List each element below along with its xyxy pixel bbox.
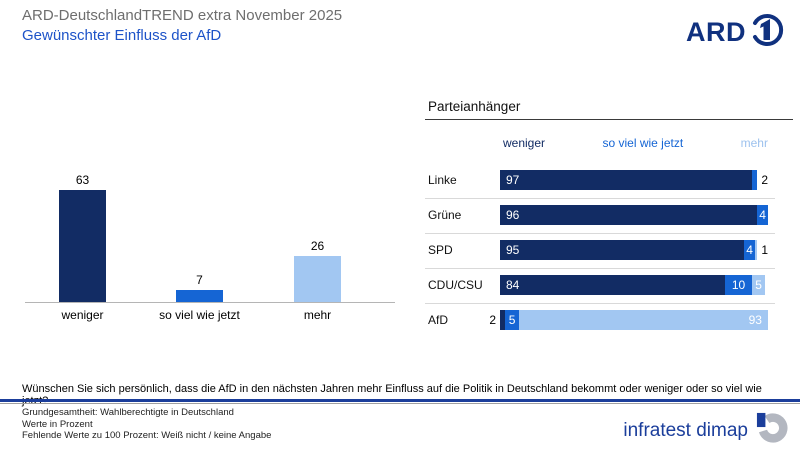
- column-header-so-viel-wie-jetzt: so viel wie jetzt: [602, 136, 684, 150]
- segment-weniger: [500, 310, 506, 330]
- segment-value-outside: 2: [489, 313, 496, 327]
- bottom-rule-blue: [0, 399, 800, 402]
- segment-weniger: 84: [500, 275, 726, 295]
- bar-value-label: 63: [75, 173, 90, 187]
- bar-mehr: [294, 256, 341, 302]
- party-row-SPD: SPD 95 4 1: [425, 240, 800, 260]
- party-label: SPD: [428, 243, 453, 257]
- total-bar-chart: 63 7 26: [25, 160, 395, 303]
- party-row-Linke: Linke 97 2: [425, 170, 800, 190]
- infratest-dimap-logo: infratest dimap: [623, 412, 788, 449]
- segment-weniger: 97: [500, 170, 753, 190]
- party-label: Linke: [428, 173, 457, 187]
- segment-value-outside: 2: [761, 173, 768, 187]
- segment-mehr: 93: [518, 310, 768, 330]
- bar-value-label: 7: [196, 273, 203, 287]
- footnotes: Grundgesamtheit: Wahlberechtigte in Deut…: [22, 407, 271, 442]
- bar-weniger: [59, 190, 106, 302]
- party-panel-column-headers: weniger so viel wie jetzt mehr: [500, 136, 768, 152]
- footnote-line: Grundgesamtheit: Wahlberechtigte in Deut…: [22, 407, 234, 418]
- ard-logo: ARD: [686, 10, 786, 55]
- segment-so_viel_wie_jetzt: 4: [757, 205, 768, 225]
- infratest-dimap-logo-text: infratest dimap: [623, 419, 748, 441]
- segment-so_viel_wie_jetzt: 4: [744, 240, 755, 260]
- party-label: Grüne: [428, 208, 462, 222]
- stacked-bar: 96 4: [500, 205, 768, 225]
- bar-category-label: so viel wie jetzt: [159, 308, 240, 322]
- infratest-dimap-icon: [756, 412, 788, 449]
- column-header-mehr: mehr: [740, 136, 768, 150]
- report-title: ARD-DeutschlandTREND extra November 2025: [22, 7, 343, 24]
- ard-logo-text: ARD: [686, 17, 746, 47]
- row-separator: [425, 232, 775, 234]
- party-stacked-bars: Linke 97 2 Grüne 96 4 SPD 95 4 1 CDU/CSU 84 10 5 AfD 2 5…: [425, 170, 800, 335]
- party-panel-title: Parteianhänger: [428, 99, 521, 114]
- party-row-CDU-CSU: CDU/CSU 84 10 5: [425, 275, 800, 295]
- party-label: AfD: [428, 313, 449, 327]
- chart-subtitle: Gewünschter Einfluss der AfD: [22, 27, 222, 44]
- bottom-rule-gray: [0, 403, 800, 404]
- stacked-bar: 95 4 1: [500, 240, 768, 260]
- stacked-bar: 84 10 5: [500, 275, 768, 295]
- segment-so_viel_wie_jetzt: 5: [505, 310, 519, 330]
- ard-one-circle-icon: [746, 10, 786, 55]
- segment-mehr: [754, 240, 758, 260]
- bar-value-label: 26: [310, 239, 325, 253]
- segment-so_viel_wie_jetzt: [752, 170, 758, 190]
- party-row-Gr-ne: Grüne 96 4: [425, 205, 800, 225]
- bar-category-label: mehr: [303, 308, 332, 322]
- bar-category-label: weniger: [61, 308, 104, 322]
- bar-so-viel-wie-jetzt: [176, 290, 223, 302]
- segment-mehr: 5: [751, 275, 766, 295]
- segment-weniger: 95: [500, 240, 745, 260]
- segment-weniger: 96: [500, 205, 758, 225]
- column-header-weniger: weniger: [503, 136, 546, 150]
- total-bar-chart-category-labels: weniger so viel wie jetzt mehr: [25, 308, 395, 324]
- stacked-bar: 2 5 93: [489, 310, 768, 330]
- segment-value-outside: 1: [761, 243, 768, 257]
- row-separator: [425, 302, 775, 304]
- segment-so_viel_wie_jetzt: 10: [725, 275, 752, 295]
- row-separator: [425, 197, 775, 199]
- footnote-line: Werte in Prozent: [22, 418, 93, 430]
- row-separator: [425, 267, 775, 269]
- party-row-AfD: AfD 2 5 93: [425, 310, 800, 330]
- stacked-bar: 97 2: [500, 170, 768, 190]
- party-label: CDU/CSU: [428, 278, 483, 292]
- party-panel-title-rule: [425, 119, 793, 120]
- footnote-line: Fehlende Werte zu 100 Prozent: Weiß nich…: [22, 430, 272, 441]
